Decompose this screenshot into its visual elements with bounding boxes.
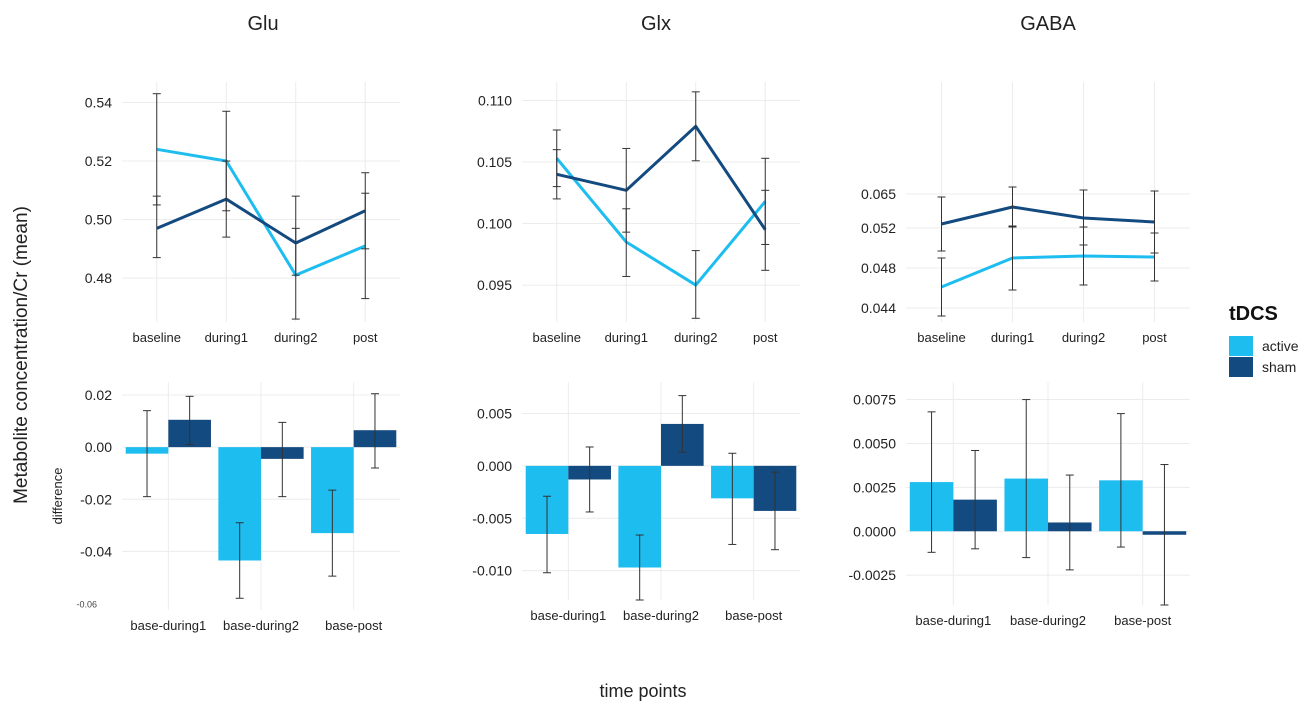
y-tick-label: 0.0050	[853, 435, 896, 451]
panel-y-axis-label: difference	[50, 468, 65, 525]
panel-4: -0.04 -0.02 0.00 0.02 -0.06 base-during1 base-…	[50, 382, 400, 633]
legend-label-sham: sham	[1262, 359, 1296, 375]
y-tick-label: 0.000	[477, 458, 512, 474]
x-tick-label: base-during2	[223, 618, 299, 633]
series-line-sham	[156, 197, 366, 245]
x-tick-label: during2	[1062, 330, 1105, 345]
panel-2: Glx 0.095 0.100 0.105 0.110 baseline during1 du…	[477, 13, 800, 345]
panel-title: GABA	[1020, 13, 1076, 35]
y-tick-label: 0.0075	[853, 392, 896, 408]
y-tick-label: 0.0025	[853, 479, 896, 495]
y-tick-label: 0.48	[85, 270, 112, 286]
x-tick-label: baseline	[917, 330, 965, 345]
panel-1: Glu 0.48 0.50 0.52 0.54 baseline during1 during…	[85, 13, 400, 345]
y-tick-label: 0.048	[861, 260, 896, 276]
series-line-active	[555, 157, 767, 287]
y-tick-label: 0.00	[85, 439, 112, 455]
x-tick-label: post	[353, 330, 378, 345]
x-tick-label: base-during2	[623, 608, 699, 623]
y-tick-label: 0.105	[477, 154, 512, 170]
y-tick-label: 0.065	[861, 186, 896, 202]
y-tick-label: 0.110	[478, 92, 512, 108]
x-tick-label: base-during2	[1010, 613, 1086, 628]
panel-title: Glu	[247, 13, 278, 35]
panel-5: -0.010 -0.005 0.000 0.005 base-during1 base-d…	[472, 382, 800, 623]
panel-3: GABA 0.044 0.048 0.052 0.065 baseline during1 d…	[861, 13, 1190, 345]
x-tick-label: base-post	[325, 618, 382, 633]
x-tick-label: baseline	[533, 330, 581, 345]
legend-swatch-sham	[1229, 357, 1253, 377]
x-tick-label: base-during1	[130, 618, 206, 633]
x-tick-label: baseline	[133, 330, 181, 345]
y-tick-label: 0.052	[861, 220, 896, 236]
y-tick-label: 0.0000	[853, 523, 896, 539]
x-tick-label: base-during1	[530, 608, 606, 623]
x-tick-label: base-during1	[915, 613, 991, 628]
y-tick-label: 0.50	[85, 212, 112, 228]
x-tick-label: base-post	[1114, 613, 1171, 628]
y-tick-label: 0.100	[477, 216, 512, 232]
x-tick-label: during1	[991, 330, 1034, 345]
legend-label-active: active	[1262, 338, 1299, 354]
y-tick-label: -0.010	[472, 563, 512, 579]
series-line-active	[156, 147, 366, 277]
y-tick-label: 0.005	[477, 405, 512, 421]
y-tick-label: -0.005	[472, 510, 512, 526]
legend: tDCS active sham	[1229, 303, 1299, 377]
panel-title: Glx	[641, 13, 671, 35]
x-tick-label: during1	[205, 330, 248, 345]
y-tick-label: -0.02	[80, 491, 112, 507]
figure-x-axis-label: time points	[599, 681, 686, 701]
x-tick-label: during1	[605, 330, 648, 345]
panels: Glu 0.48 0.50 0.52 0.54 baseline during1 during…	[50, 13, 1190, 633]
x-tick-label: post	[753, 330, 778, 345]
y-tick-label: -0.04	[80, 543, 112, 559]
y-tick-label: 0.044	[861, 300, 896, 316]
y-tick-label: 0.02	[85, 387, 112, 403]
series-line-sham	[556, 124, 767, 231]
y-tick-label: -0.06	[76, 599, 97, 609]
legend-swatch-active	[1229, 336, 1253, 356]
x-tick-label: during2	[674, 330, 717, 345]
y-tick-label: 0.54	[85, 94, 112, 110]
series-line-active	[940, 254, 1155, 289]
legend-title: tDCS	[1229, 303, 1278, 325]
y-tick-label: -0.0025	[849, 567, 897, 583]
panel-6: -0.0025 0.0000 0.0025 0.0050 0.0075 base-duri…	[849, 382, 1190, 628]
x-tick-label: base-post	[725, 608, 782, 623]
x-tick-label: post	[1142, 330, 1167, 345]
series-line-sham	[941, 205, 1155, 226]
y-tick-label: 0.095	[477, 277, 512, 293]
x-tick-label: during2	[274, 330, 317, 345]
y-tick-label: 0.52	[85, 153, 112, 169]
figure-y-axis-label: Metabolite concentration/Cr (mean)	[11, 206, 32, 504]
